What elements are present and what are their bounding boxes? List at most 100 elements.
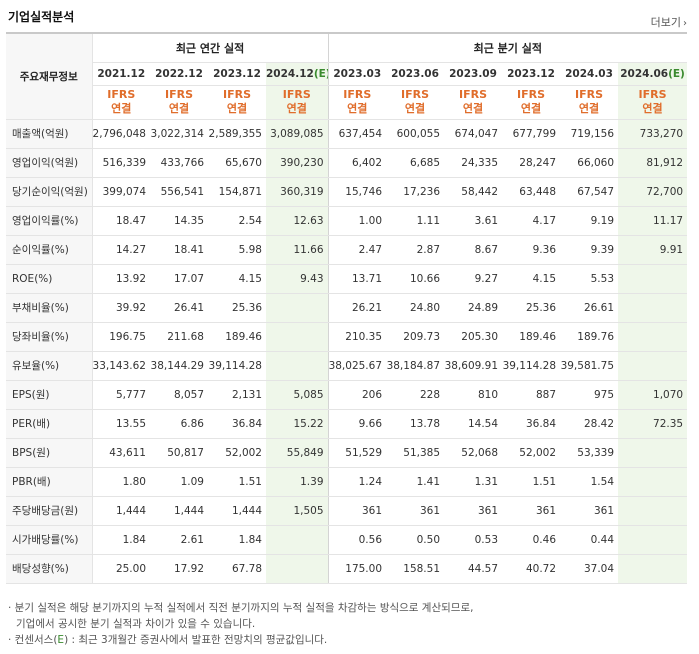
table-cell: 15.22 [266,409,329,439]
table-cell: 9.36 [502,235,561,265]
table-cell: 4.17 [502,206,561,236]
table-cell: 25.00 [92,554,150,584]
table-cell: 674,047 [444,119,503,149]
ifrs-label: IFRS 연결 [618,85,688,120]
period-header: 2024.06(E) [618,62,688,86]
table-cell: 1.54 [560,467,619,497]
quarter-group-header: 최근 분기 실적 [327,33,688,63]
table-cell: 52,002 [502,438,561,468]
table-cell: 14.54 [444,409,503,439]
table-cell: 1,444 [208,496,266,526]
row-label: 부채비율(%) [6,293,93,323]
table-cell: 189.46 [502,322,561,352]
row-label: EPS(원) [6,380,93,410]
table-cell: 390,230 [266,148,329,178]
footnote-1-cont: 기업에서 공시한 분기 실적과 차이가 있을 수 있습니다. [16,618,256,630]
table-cell [618,525,688,555]
table-cell: 9.19 [560,206,619,236]
table-cell: 39,114.28 [502,351,561,381]
ifrs-label: IFRS 연결 [92,85,150,120]
table-row: 당기순이익(억원) 399,074 556,541 154,871 360,319 15,… [6,177,688,207]
table-cell [266,293,329,323]
table-body: 매출액(억원) 2,796,048 3,022,314 2,589,355 3,089,… [6,119,688,584]
row-label: 주당배당금(원) [6,496,93,526]
table-cell: 63,448 [502,177,561,207]
table-cell: 5,777 [92,380,150,410]
table-cell: 0.56 [327,525,387,555]
table-cell: 1,444 [92,496,150,526]
table-cell: 40.72 [502,554,561,584]
table-cell: 433,766 [150,148,208,178]
table-cell: 9.43 [266,264,329,294]
row-label: 당기순이익(억원) [6,177,93,207]
table-cell: 5.53 [560,264,619,294]
ifrs-line2: 연결 [111,102,132,115]
table-cell: 38,609.91 [444,351,503,381]
table-cell: 399,074 [92,177,150,207]
table-cell: 66,060 [560,148,619,178]
table-cell: 17,236 [386,177,445,207]
ifrs-label: IFRS 연결 [327,85,387,120]
row-label: 순이익률(%) [6,235,93,265]
table-cell: 887 [502,380,561,410]
table-cell: 1,505 [266,496,329,526]
table-cell: 13.71 [327,264,387,294]
table-cell: 26.61 [560,293,619,323]
table-cell: 65,670 [208,148,266,178]
row-label: 유보율(%) [6,351,93,381]
table-cell: 1.41 [386,467,445,497]
ifrs-line2: 연결 [462,102,484,115]
table-cell: 51,385 [386,438,445,468]
table-cell: 1.11 [386,206,445,236]
row-label: 시가배당률(%) [6,525,93,555]
ifrs-label: IFRS 연결 [150,85,208,120]
ifrs-line1: IFRS [459,88,488,101]
table-cell: 6,402 [327,148,387,178]
row-label: 영업이익률(%) [6,206,93,236]
table-cell: 58,442 [444,177,503,207]
period-text: 2024.12 [266,67,314,80]
more-link[interactable]: 더보기 › [651,14,687,30]
table-row: PER(배) 13.55 6.86 36.84 15.22 9.66 13.78 14.54 3… [6,409,688,439]
table-row: ROE(%) 13.92 17.07 4.15 9.43 13.71 10.66 9.27 4.… [6,264,688,294]
table-cell: 810 [444,380,503,410]
period-text: 2023.12 [507,67,555,80]
table-cell: 81,912 [618,148,688,178]
row-label: 매출액(억원) [6,119,93,149]
table-cell: 5,085 [266,380,329,410]
table-row: PBR(배) 1.80 1.09 1.51 1.39 1.24 1.41 1.31 1.51 1.… [6,467,688,497]
table-cell: 39,581.75 [560,351,619,381]
table-cell: 719,156 [560,119,619,149]
ifrs-line2: 연결 [642,102,663,115]
table-cell [266,322,329,352]
table-row: 시가배당률(%) 1.84 2.61 1.84 0.56 0.50 0.53 0.46 0.44 [6,525,688,555]
table-row: BPS(원) 43,611 50,817 52,002 55,849 51,529 51,3… [6,438,688,468]
table-row: 매출액(억원) 2,796,048 3,022,314 2,589,355 3,089,… [6,119,688,149]
label-column-header: 주요재무정보 [6,33,93,120]
table-cell: 189.76 [560,322,619,352]
period-text: 2024.06 [620,67,669,80]
table-cell [618,351,688,381]
ifrs-line1: IFRS [575,88,604,101]
ifrs-line1: IFRS [282,88,311,101]
table-cell: 9.39 [560,235,619,265]
table-row: 순이익률(%) 14.27 18.41 5.98 11.66 2.47 2.87 8.67 9.… [6,235,688,265]
table-cell: 2,589,355 [208,119,266,149]
table-cell [266,525,329,555]
section-title: 기업실적분석 [8,10,75,24]
table-cell: 67,547 [560,177,619,207]
table-cell [618,554,688,584]
period-text: 2023.06 [391,67,439,80]
table-cell: 361 [502,496,561,526]
ifrs-line2: 연결 [168,102,190,115]
table-cell: 14.27 [92,235,150,265]
table-cell: 677,799 [502,119,561,149]
table-cell [266,351,329,381]
table-cell: 72,700 [618,177,688,207]
period-text: 2024.03 [565,67,613,80]
table-cell: 196.75 [92,322,150,352]
table-cell: 0.53 [444,525,503,555]
table-cell: 44.57 [444,554,503,584]
footnote-2-pre: · 컨센서스( [8,634,58,646]
table-cell: 38,184.87 [386,351,445,381]
